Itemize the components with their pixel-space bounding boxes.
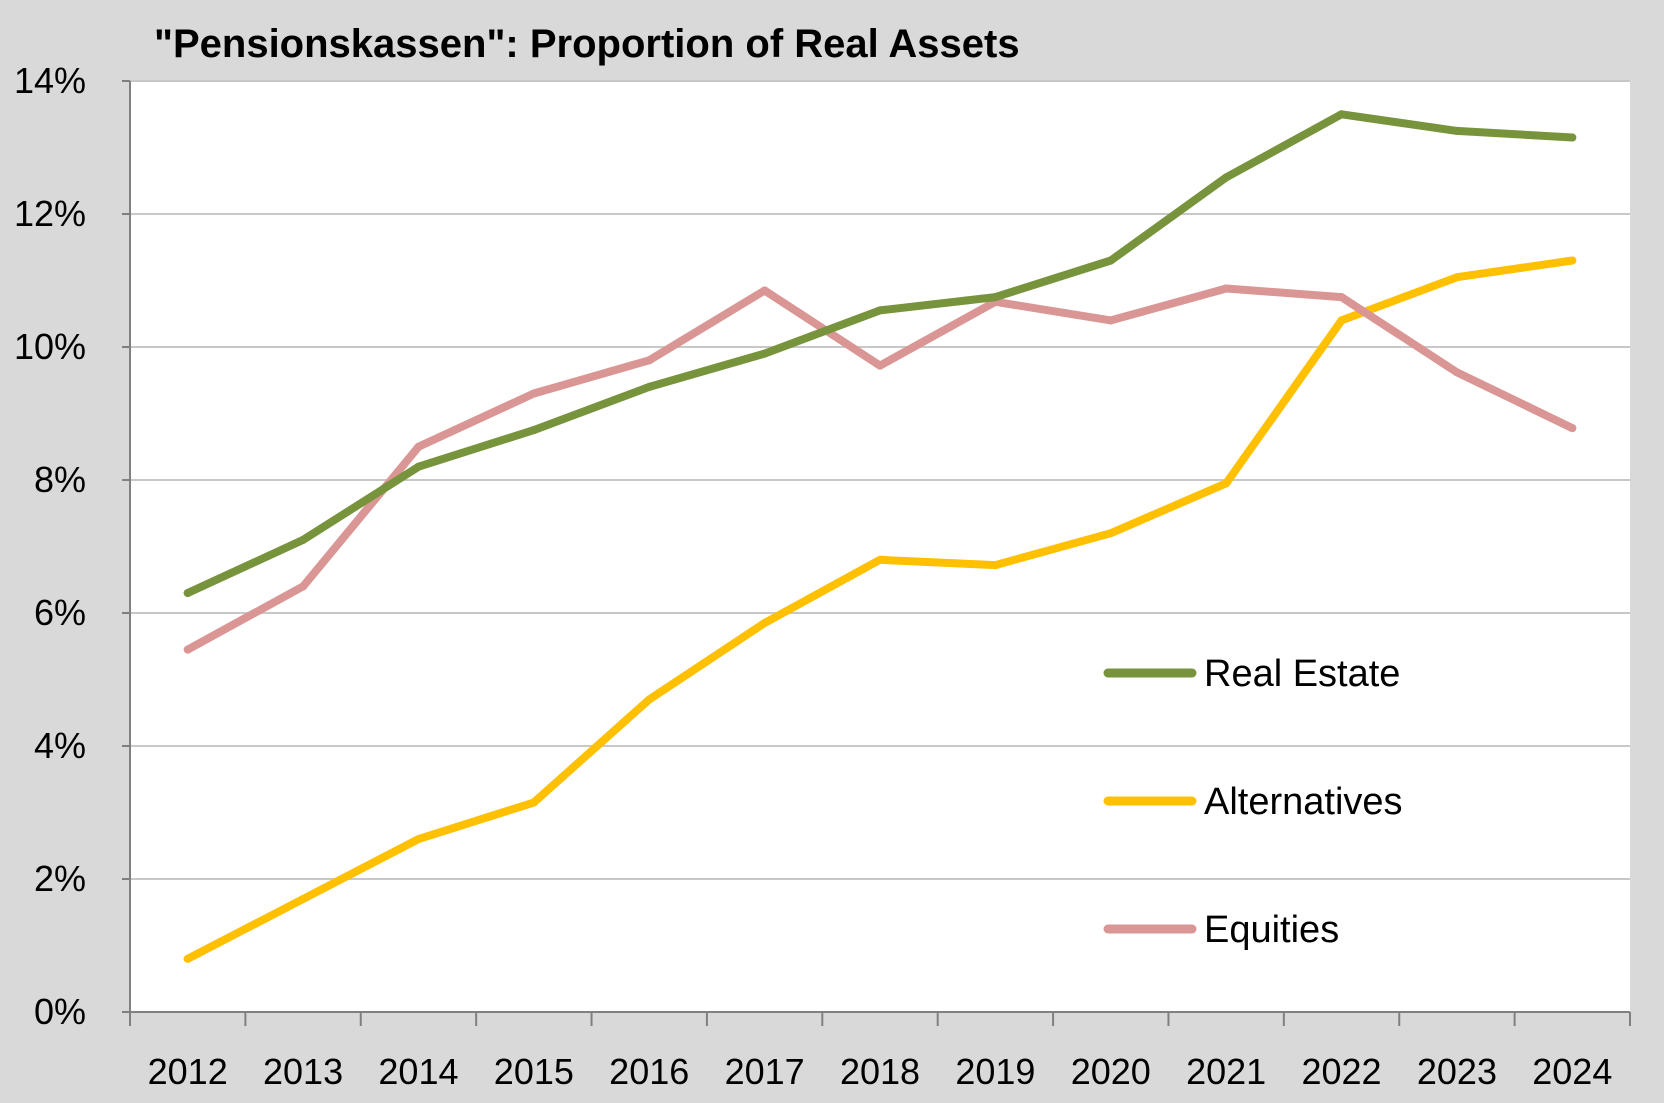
data-point [760, 618, 769, 627]
data-point [529, 426, 538, 435]
data-point [1337, 293, 1346, 302]
x-tick-label: 2015 [494, 1051, 574, 1092]
x-tick-label: 2023 [1417, 1051, 1497, 1092]
x-tick-label: 2012 [148, 1051, 228, 1092]
data-point [1106, 316, 1115, 325]
x-tick-label: 2014 [378, 1051, 458, 1092]
chart-title: "Pensionskassen": Proportion of Real Ass… [154, 22, 1020, 66]
data-point [645, 695, 654, 704]
data-point [299, 582, 308, 591]
data-point [414, 835, 423, 844]
y-tick-label: 12% [14, 193, 86, 234]
axes [122, 80, 1631, 1026]
data-point [760, 286, 769, 295]
data-point [1222, 173, 1231, 182]
y-tick-label: 0% [34, 991, 86, 1032]
data-point [1337, 316, 1346, 325]
y-tick-label: 14% [14, 60, 86, 101]
data-point [991, 293, 1000, 302]
series-lines [183, 110, 1577, 963]
data-point [991, 561, 1000, 570]
y-axis-tick-labels: 0% 2% 4% 6% 8% 10% 12% 14% [14, 60, 86, 1032]
y-tick-label: 8% [34, 459, 86, 500]
data-point [1337, 110, 1346, 119]
x-tick-label: 2017 [725, 1051, 805, 1092]
data-point [1568, 256, 1577, 265]
data-point [529, 798, 538, 807]
gridlines [130, 80, 1630, 880]
x-tick-label: 2019 [955, 1051, 1035, 1092]
data-point [1452, 273, 1461, 282]
data-point [645, 382, 654, 391]
data-point [1452, 368, 1461, 377]
data-point [183, 954, 192, 963]
x-tick-label: 2022 [1301, 1051, 1381, 1092]
legend-label: Alternatives [1204, 781, 1403, 823]
data-point [414, 442, 423, 451]
data-point [876, 306, 884, 315]
data-point [645, 356, 654, 365]
data-point [1222, 479, 1231, 488]
data-point [183, 589, 192, 598]
data-point [183, 645, 192, 654]
data-point [1452, 126, 1461, 135]
x-tick-label: 2021 [1186, 1051, 1266, 1092]
data-point [299, 535, 308, 544]
data-point [1106, 256, 1115, 265]
y-tick-label: 6% [34, 592, 86, 633]
legend-label: Real Estate [1204, 653, 1400, 695]
data-point [760, 349, 769, 358]
x-tick-label: 2016 [609, 1051, 689, 1092]
data-point [1568, 424, 1577, 433]
legend: Real Estate Alternatives Equities [1103, 653, 1403, 951]
data-point [299, 894, 308, 903]
data-point [1568, 133, 1577, 142]
x-tick-label: 2018 [840, 1051, 920, 1092]
x-tick-label: 2020 [1071, 1051, 1151, 1092]
data-point [876, 361, 884, 370]
legend-label: Equities [1204, 909, 1339, 951]
x-axis-tick-labels: 2012 2013 2014 2015 2016 2017 2018 2019 2020 2021… [148, 1051, 1613, 1092]
x-tick-label: 2024 [1532, 1051, 1612, 1092]
y-tick-label: 4% [34, 725, 86, 766]
x-tick-label: 2013 [263, 1051, 343, 1092]
data-point [876, 555, 884, 564]
y-tick-label: 2% [34, 858, 86, 899]
data-point [1222, 284, 1231, 293]
data-point [1106, 529, 1115, 538]
data-point [414, 462, 423, 471]
y-tick-label: 10% [14, 326, 86, 367]
data-point [529, 389, 538, 398]
